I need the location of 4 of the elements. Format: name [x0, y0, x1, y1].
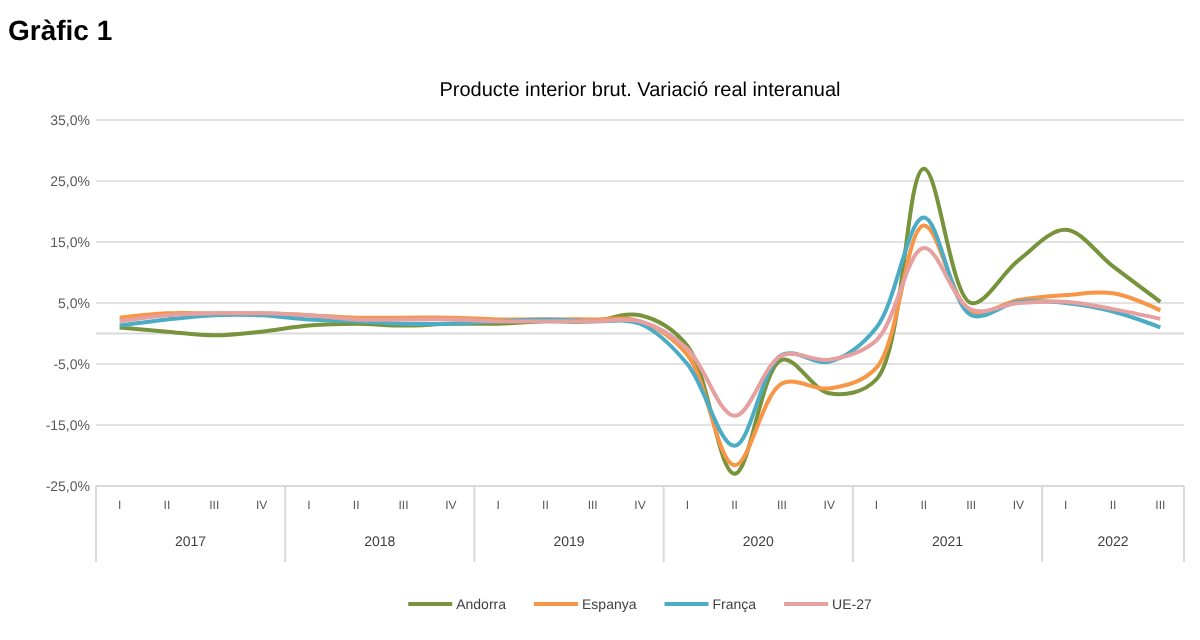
line-series — [117, 246, 1163, 418]
chart-subtitle: Gràfic 1 — [8, 14, 113, 46]
chart-title: Producte interior brut. Variació real interanual — [439, 80, 841, 102]
line-series — [117, 166, 1163, 476]
